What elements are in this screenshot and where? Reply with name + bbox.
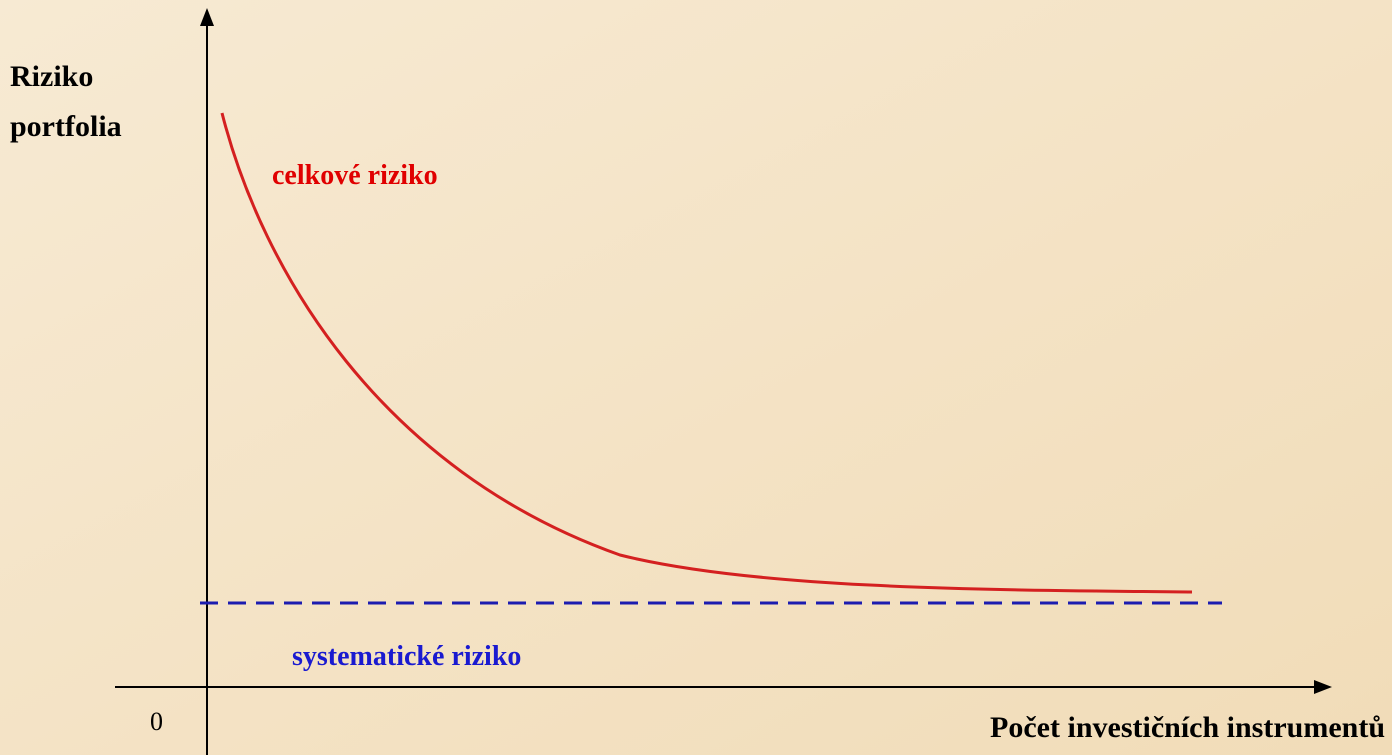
y-axis-label: portfolia — [10, 110, 122, 143]
y-axis-arrow — [200, 8, 214, 26]
x-axis-label: Počet investičních instrumentů — [990, 711, 1385, 744]
systematic-risk-label: systematické riziko — [292, 641, 521, 672]
y-axis-label: Riziko — [10, 60, 93, 93]
total-risk-label: celkové riziko — [272, 160, 438, 191]
total-risk-curve — [220, 112, 1193, 594]
x-axis-arrow — [1314, 680, 1332, 694]
origin-label: 0 — [150, 707, 163, 736]
